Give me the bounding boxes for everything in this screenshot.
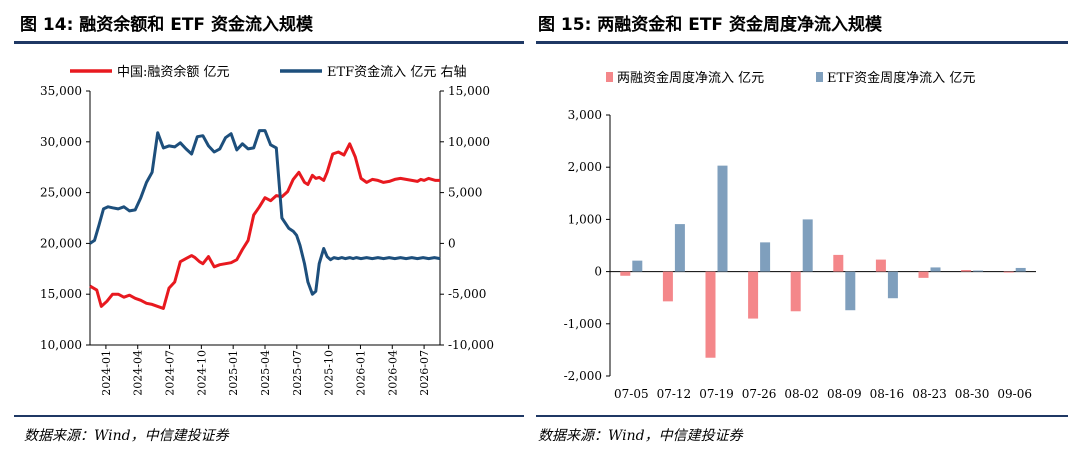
legend-label: 中国:融资余额 亿元 [117,64,230,80]
x-tick-label: 2024-04 [132,350,145,396]
figure-15-panel: 图 15: 两融资金和 ETF 资金周度净流入规模 -2,000 -1,000 0 1… [536,0,1080,452]
figure-15-source: 数据来源：Wind，中信建投证券 [538,428,743,444]
y-tick-label: 2,000 [568,160,602,174]
figure-15-chart: -2,000 -1,000 0 1,000 2,000 3,000 07-05 07-12 07… [564,70,1036,401]
margin-flow-bar [918,271,929,278]
bottom-divider [14,415,524,417]
y-tick-label: -1,000 [564,317,602,331]
figure-15-title: 图 15: 两融资金和 ETF 资金周度净流入规模 [538,15,882,35]
margin-flow-bar [790,271,801,312]
x-tick-label: 08-09 [827,387,862,401]
figure-14-chart: 10,000 15,000 20,000 25,000 30,000 35,000 -10,… [40,64,494,396]
x-tick-label: 2026-01 [354,350,367,396]
margin-flow-bar [748,271,759,319]
x-tick-label: 2026-07 [418,350,431,396]
x-tick-label: 07-26 [742,387,777,401]
x-tick-label: 2026-04 [386,350,399,396]
margin-flow-bar [705,271,716,358]
x-tick-label: 2025-01 [227,350,240,396]
legend-label: ETF资金流入 亿元 右轴 [327,64,466,80]
x-tick-label: 2024-10 [195,350,208,396]
margin-flow-bar [833,254,844,272]
title-divider [536,41,1068,44]
y-tick-label: 3,000 [568,108,602,122]
left-y-tick-label: 20,000 [40,236,82,250]
legend-swatch [816,72,823,82]
margin-flow-bar [662,271,673,302]
etf-flow-bar [845,271,856,311]
etf-flow-bar [930,267,941,272]
y-tick-label: 0 [594,265,602,279]
x-tick-label: 08-16 [870,387,905,401]
left-y-tick-label: 35,000 [40,84,82,98]
right-y-tick-label: 0 [448,236,456,250]
legend-label: ETF资金周度净流入 亿元 [827,70,975,86]
title-divider [14,41,524,44]
x-tick-label: 08-02 [784,387,819,401]
etf-flow-bar [717,165,728,272]
right-y-tick-label: 5,000 [448,186,482,200]
right-y-tick-label: 15,000 [448,84,490,98]
left-y-tick-label: 30,000 [40,135,82,149]
x-tick-label: 2025-10 [323,350,336,396]
x-tick-label: 07-05 [614,387,649,401]
etf-flow-bar [760,242,771,272]
etf-flow-bar [632,260,643,272]
x-tick-label: 09-06 [997,387,1032,401]
etf-flow-bar [674,224,685,272]
left-y-tick-label: 10,000 [40,338,82,352]
figure-14-panel: 图 14: 融资余额和 ETF 资金流入规模 10,000 15,000 20,00… [0,0,530,452]
left-y-tick-label: 25,000 [40,186,82,200]
etf-flow-bar [1015,267,1026,272]
margin-flow-bar [961,270,972,272]
x-tick-label: 08-23 [912,387,947,401]
right-y-tick-label: 10,000 [448,135,490,149]
figure-14-source: 数据来源：Wind，中信建投证券 [24,428,229,444]
bottom-divider [536,415,1068,417]
etf-flow-bar [887,271,898,299]
figure-14-title: 图 14: 融资余额和 ETF 资金流入规模 [20,15,313,35]
y-tick-label: -2,000 [564,369,602,383]
x-tick-label: 2025-07 [291,350,304,396]
x-tick-label: 2024-01 [100,350,113,396]
legend-swatch [606,72,613,82]
etf-flow-bar [973,270,984,272]
left-y-tick-label: 15,000 [40,287,82,301]
etf-inflow-line [89,129,441,296]
y-tick-label: 1,000 [568,212,602,226]
x-tick-label: 2024-07 [164,350,177,396]
etf-flow-bar [802,219,813,272]
margin-flow-bar [620,271,631,276]
x-tick-label: 07-19 [699,387,734,401]
x-tick-label: 08-30 [955,387,990,401]
legend-label: 两融资金周度净流入 亿元 [617,70,764,86]
right-y-tick-label: -5,000 [448,287,486,301]
x-tick-label: 2025-04 [259,350,272,396]
right-y-tick-label: -10,000 [448,338,494,352]
margin-balance-line [89,142,440,310]
margin-flow-bar [875,259,886,272]
margin-flow-bar [1003,271,1014,273]
x-tick-label: 07-12 [657,387,692,401]
